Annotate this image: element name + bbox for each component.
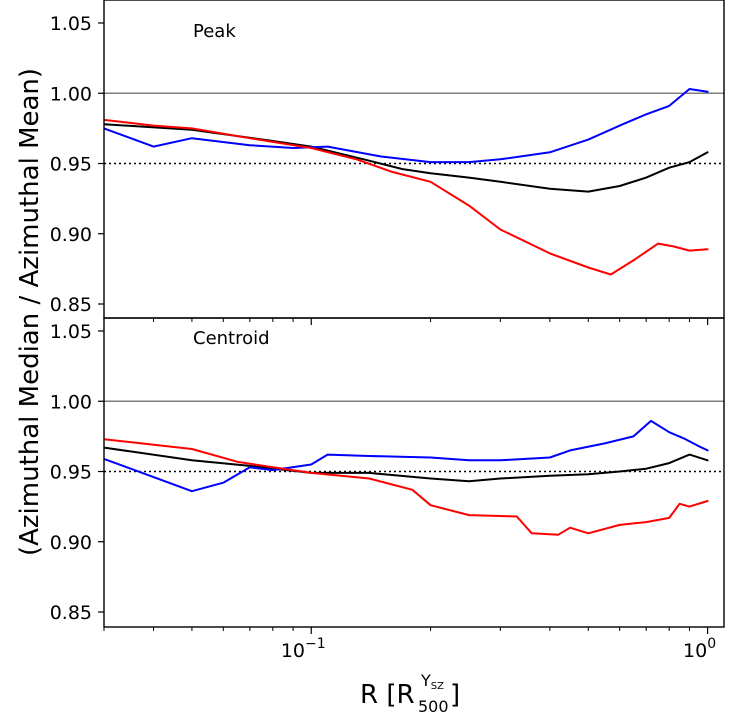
y-tick-label: 0.85 [50,602,92,624]
series-line-black [104,446,709,483]
y-axis-label: (Azimuthal Median / Azimuthal Mean) [15,68,45,556]
y-tick-label: 1.00 [50,391,92,413]
panel-peak: Peak 0.85 0.90 0.95 1.00 1.05 [50,0,725,325]
panel-peak-yticks: 0.85 0.90 0.95 1.00 1.05 [50,13,104,316]
y-tick-label: 1.05 [50,13,92,35]
series-line-blue [104,419,709,493]
panel-centroid: Centroid 0.85 0.90 0.95 1.00 1.05 10−1 100 [50,317,725,662]
series-line-blue [104,88,709,164]
y-tick-label: 0.90 [50,224,92,246]
panel-title-centroid: Centroid [193,328,270,349]
panel-centroid-yticks: 0.85 0.90 0.95 1.00 1.05 [50,321,104,624]
x-axis-label: R [R 500 YSZ ] [360,671,460,716]
y-tick-label: 0.95 [50,154,92,176]
y-tick-label: 0.85 [50,294,92,316]
panel-centroid-frame [103,317,725,628]
x-axis-label-sup: YSZ [420,671,444,692]
series-line-red [104,438,709,536]
y-tick-label: 1.05 [50,321,92,343]
series-line-black [104,123,709,193]
panel-title-peak: Peak [193,21,236,42]
x-tick-label: 100 [683,636,716,662]
panel-peak-frame [103,0,725,319]
x-tick-label: 10−1 [281,636,326,662]
panel-centroid-lines [104,400,724,536]
x-axis-label-close: ] [450,680,460,710]
y-tick-label: 0.90 [50,532,92,554]
panel-peak-xticks [103,318,709,325]
series-line-red [104,118,709,276]
x-axis-label-main: R [R [360,680,415,710]
y-tick-label: 0.95 [50,462,92,484]
panel-peak-lines [104,88,724,276]
panel-centroid-xticks: 10−1 100 [103,627,716,662]
x-axis-label-sub: 500 [418,697,449,716]
y-tick-label: 1.00 [50,83,92,105]
